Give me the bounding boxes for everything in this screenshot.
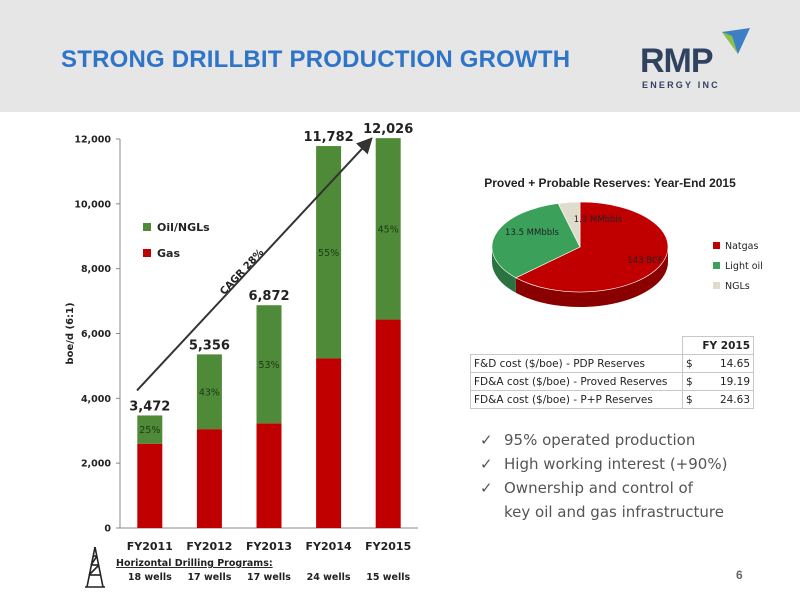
legend-swatch [143, 249, 151, 257]
bar-total-label: 6,872 [248, 289, 289, 304]
pie-legend-label: NGLs [725, 281, 750, 292]
pie-slice-label: 13.5 MMbbls [505, 228, 559, 238]
drilling-program-wells: 17 wells [187, 572, 231, 583]
list-item: ✓ High working interest (+90%) [480, 452, 727, 476]
oil-share-label: 53% [258, 360, 279, 371]
pie-slice-side [515, 247, 668, 307]
company-logo: RMP ENERGY INC [630, 28, 750, 98]
pie-slice-label: 1.2 MMbbls [574, 215, 623, 225]
table-row-value: 14.65 [699, 354, 754, 373]
table-row: FD&A cost ($/boe) - Proved Reserves $ 19… [470, 372, 754, 391]
oil-share-label: 45% [378, 224, 399, 235]
table-row-currency: $ [682, 372, 699, 391]
bar-oil-fy2011 [137, 415, 163, 444]
table-row: FD&A cost ($/boe) - P+P Reserves $ 24.63 [470, 390, 754, 409]
bar-oil-fy2013 [256, 305, 282, 424]
x-tick-label: FY2012 [186, 540, 232, 553]
table-header-fy2015: FY 2015 [682, 336, 754, 355]
bullet-text: Ownership and control of [504, 479, 693, 497]
bar-gas-fy2015 [375, 319, 401, 528]
list-item: ✓ 95% operated production [480, 428, 727, 452]
checkmark-icon: ✓ [480, 479, 493, 497]
pie-slice-natgas [515, 201, 669, 293]
bar-gas-fy2011 [137, 443, 163, 528]
table-row-value: 19.19 [699, 372, 754, 391]
legend-label: Gas [157, 247, 180, 260]
table-row: F&D cost ($/boe) - PDP Reserves $ 14.65 [470, 354, 754, 373]
pie-legend-swatch [713, 262, 720, 269]
bullet-text-continued: key oil and gas infrastructure [504, 503, 724, 521]
drilling-program-wells: 17 wells [247, 572, 291, 583]
oil-share-label: 25% [139, 425, 160, 436]
pie-legend-label: Natgas [725, 241, 759, 252]
oil-share-label: 55% [318, 248, 339, 259]
bullet-text: 95% operated production [504, 431, 696, 449]
logo-subtitle: ENERGY INC [642, 80, 720, 90]
logo-mark-icon [722, 28, 750, 54]
pie-chart-title: Proved + Probable Reserves: Year-End 201… [484, 176, 736, 190]
y-tick-label: 12,000 [74, 135, 111, 146]
bar-oil-fy2014 [316, 146, 342, 359]
production-bar-chart: 0 2,000 4,000 6,000 8,000 10,000 12,000 boe/d (… [65, 122, 418, 583]
bullet-text: High working interest (+90%) [504, 455, 728, 473]
bar-total-label: 3,472 [129, 399, 170, 414]
table-row-label: FD&A cost ($/boe) - Proved Reserves [470, 372, 683, 391]
y-tick-label: 4,000 [81, 394, 111, 405]
y-tick-label: 0 [104, 524, 111, 535]
bar-total-label: 11,782 [304, 130, 354, 145]
pie-slice-ngls [557, 201, 581, 248]
cagr-arrow [136, 137, 373, 392]
bar-gas-fy2014 [316, 358, 342, 528]
bar-gas-fy2012 [196, 429, 222, 528]
legend-label: Oil/NGLs [157, 221, 210, 234]
x-tick-label: FY2014 [306, 540, 352, 553]
table-row-currency: $ [682, 354, 699, 373]
bar-total-label: 5,356 [189, 338, 230, 353]
drilling-rig-icon [85, 546, 105, 588]
checkmark-icon: ✓ [480, 431, 493, 449]
bar-oil-fy2015 [375, 138, 401, 320]
pie-legend-label: Light oil [725, 261, 763, 272]
highlights-list: ✓ 95% operated production ✓ High working… [480, 428, 727, 524]
y-tick-label: 2,000 [81, 459, 111, 470]
pie-legend-swatch [713, 242, 720, 249]
table-row-label: FD&A cost ($/boe) - P+P Reserves [470, 390, 683, 409]
y-tick-label: 8,000 [81, 264, 111, 275]
x-tick-label: FY2015 [365, 540, 411, 553]
oil-share-label: 43% [199, 387, 220, 398]
bar-oil-fy2012 [196, 354, 222, 430]
reserves-pie-chart: 143 BCF 13.5 MMbbls 1.2 MMbbls Natgas Light … [491, 201, 763, 307]
legend-swatch [143, 223, 151, 231]
checkmark-icon: ✓ [480, 455, 493, 473]
table-row-currency: $ [682, 390, 699, 409]
page-number: 6 [736, 568, 743, 582]
pie-slice-label: 143 BCF [627, 256, 663, 266]
logo-name: RMP [640, 42, 714, 80]
table-row-value: 24.63 [699, 390, 754, 409]
bar-total-label: 12,026 [363, 122, 413, 137]
x-tick-label: FY2011 [127, 540, 173, 553]
y-tick-label: 10,000 [74, 199, 111, 210]
x-tick-label: FY2013 [246, 540, 292, 553]
bar-gas-fy2013 [256, 423, 282, 528]
table-header-row: FY 2015 [470, 336, 754, 355]
pie-slice-light-oil [491, 203, 581, 279]
cost-metrics-table: FY 2015 F&D cost ($/boe) - PDP Reserves … [470, 336, 754, 409]
drilling-program-wells: 18 wells [128, 572, 172, 583]
drilling-programs-label: Horizontal Drilling Programs: [116, 558, 273, 569]
slide-title: STRONG DRILLBIT PRODUCTION GROWTH [61, 46, 571, 73]
y-tick-label: 6,000 [81, 329, 111, 340]
list-item: ✓ Ownership and control of key oil and g… [480, 476, 727, 524]
table-row-label: F&D cost ($/boe) - PDP Reserves [470, 354, 683, 373]
slide-header [0, 0, 800, 112]
pie-legend-swatch [713, 282, 720, 289]
drilling-program-wells: 15 wells [366, 572, 410, 583]
y-axis-label: boe/d (6:1) [65, 302, 76, 364]
drilling-program-wells: 24 wells [307, 572, 351, 583]
